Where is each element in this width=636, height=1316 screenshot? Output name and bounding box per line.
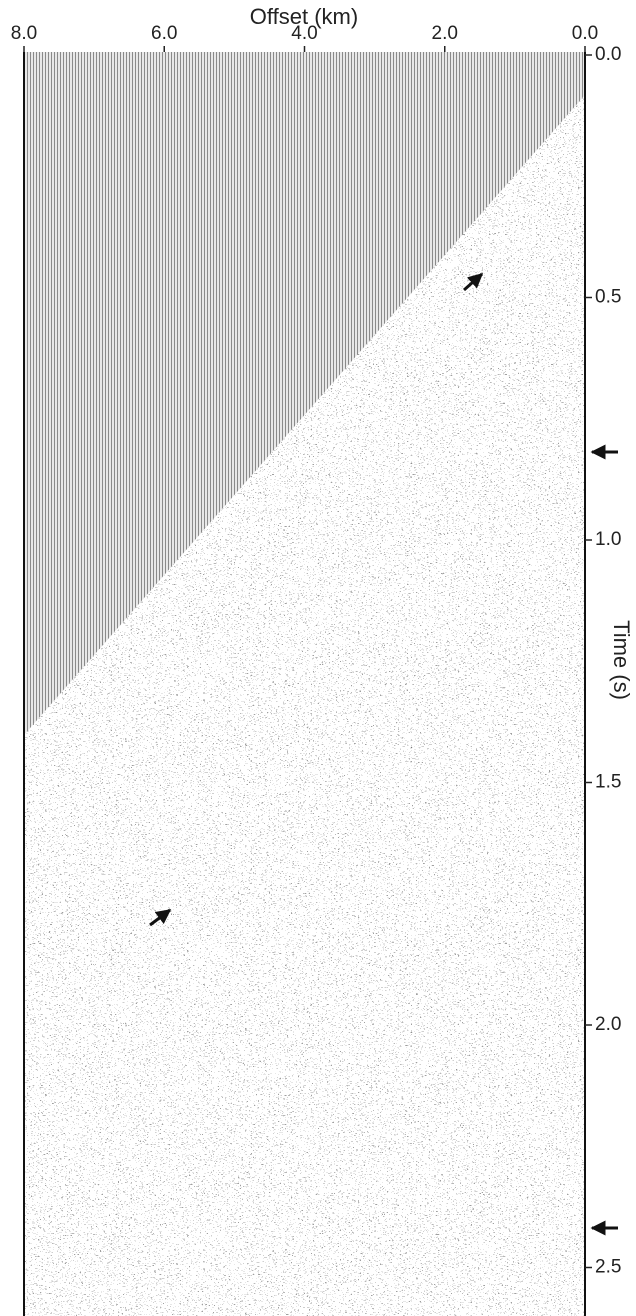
seismic-section (23, 52, 586, 1316)
y-tick-label: 1.0 (595, 529, 621, 550)
annotation-arrows (149, 272, 618, 1236)
y-tick-label: 1.5 (595, 772, 621, 793)
x-tick-label: 4.0 (291, 23, 317, 44)
y-axis-title: Time (s) (609, 620, 634, 700)
x-axis-title: Offset (km) (250, 4, 358, 29)
y-tick-label: 0.0 (595, 44, 621, 65)
x-tick-label: 6.0 (151, 23, 177, 44)
y-tick-label: 2.0 (595, 1014, 621, 1035)
y-tick-label: 2.5 (595, 1257, 621, 1278)
y-tick-label: 0.5 (595, 287, 621, 308)
x-tick-label: 0.0 (572, 23, 598, 44)
x-tick-label: 8.0 (11, 23, 37, 44)
x-tick-label: 2.0 (432, 23, 458, 44)
